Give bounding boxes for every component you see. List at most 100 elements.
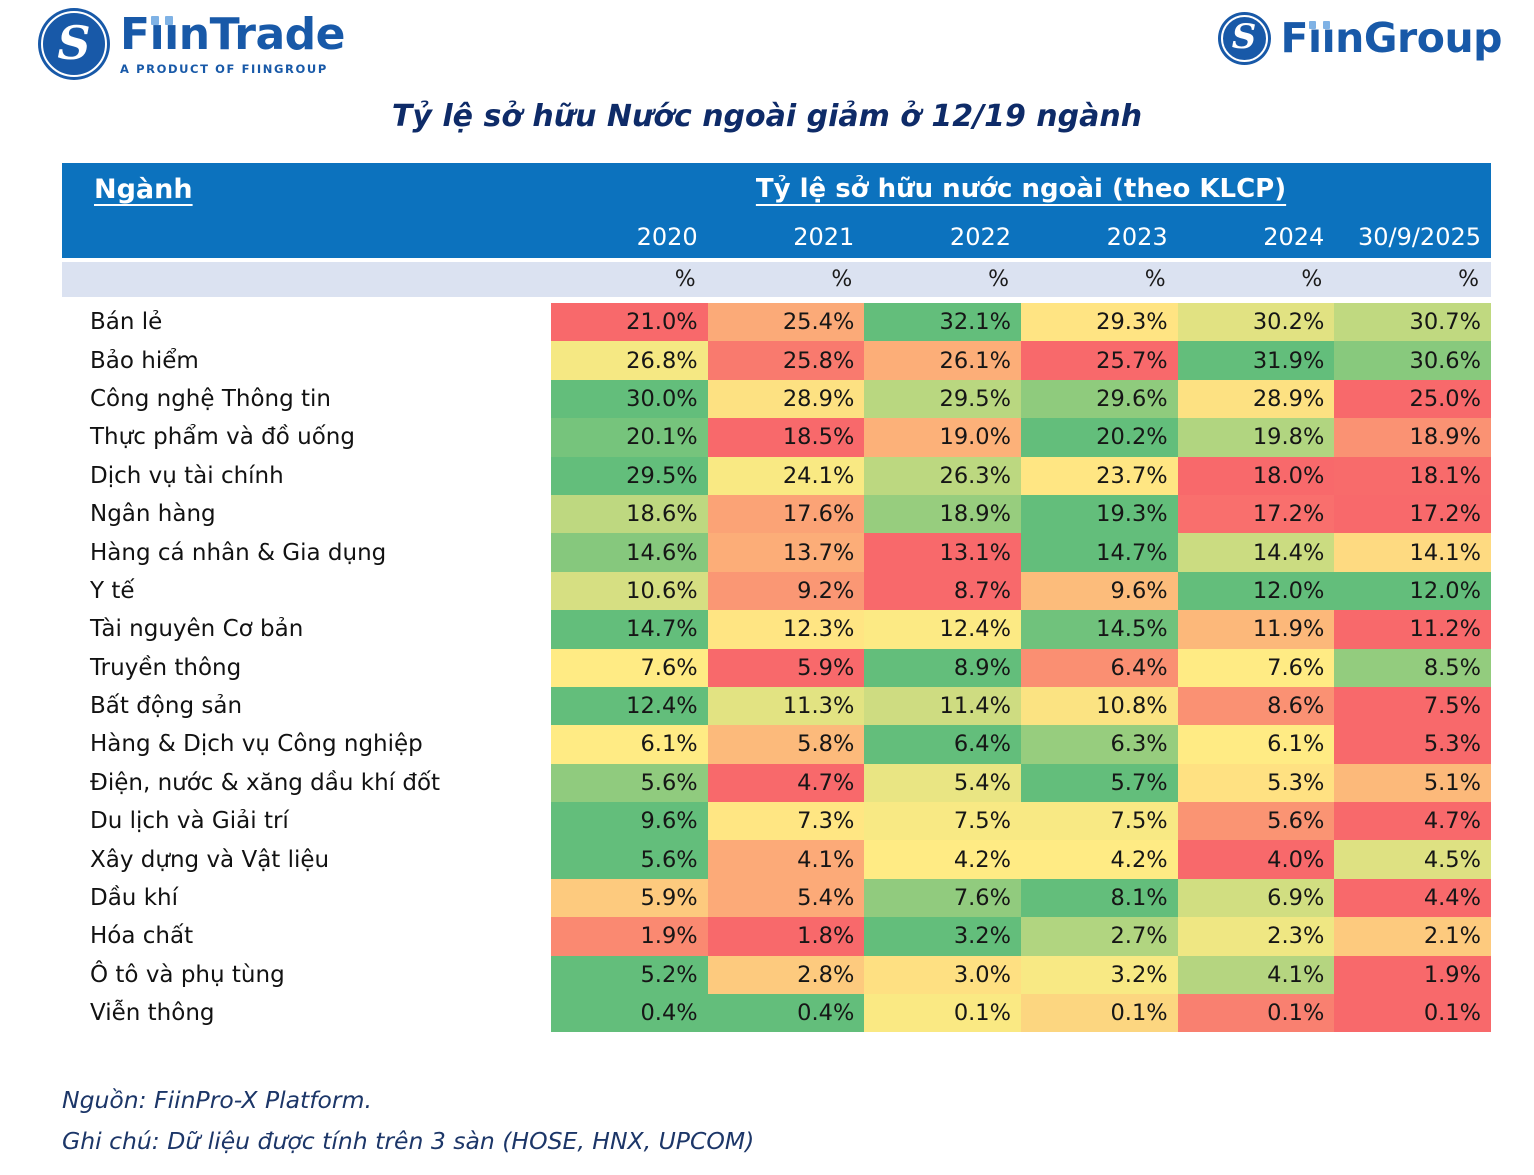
heatmap-value-cell: 1.9% [551,917,708,956]
heatmap-value-cell: 8.1% [1021,878,1178,918]
year-column-header: 2020 [636,222,698,251]
heatmap-value-cell: 9.6% [1021,571,1178,611]
heatmap-value-cell: 28.9% [1177,379,1335,419]
heatmap-value-cell: 18.9% [1334,418,1491,457]
heatmap-value-cell: 4.0% [1177,840,1335,879]
heatmap-value-cell: 12.0% [1177,571,1335,611]
heatmap-value-cell: 5.6% [551,763,708,803]
heatmap-value-cell: 7.3% [707,802,865,841]
industry-label: Y tế [62,571,551,611]
heatmap-value-cell: 4.7% [707,763,865,803]
heatmap-value-cell: 26.3% [864,456,1021,495]
heatmap-value-cell: 7.5% [1334,686,1491,726]
heatmap-value-cell: 25.8% [707,341,865,380]
industry-label: Ô tô và phụ tùng [62,955,551,995]
heatmap-value-cell: 6.4% [864,725,1021,764]
fiintrade-monogram-letter: S [57,15,91,70]
unit-cell: % [831,267,853,292]
heatmap-value-cell: 18.0% [1177,456,1335,495]
heatmap-value-cell: 5.4% [707,878,865,918]
heatmap-value-cell: 3.0% [864,955,1021,995]
heatmap-value-cell: 1.9% [1334,955,1491,995]
data-note: Ghi chú: Dữ liệu được tính trên 3 sàn (H… [62,1127,755,1155]
brand-letter-i: ı [164,9,179,61]
source-note: Nguồn: FiinPro-X Platform. [62,1086,372,1114]
industry-label: Bán lẻ [62,303,551,342]
heatmap-value-cell: 1.8% [707,917,865,956]
heatmap-value-cell: 26.1% [864,341,1021,380]
heatmap-value-cell: 5.9% [707,648,865,687]
heatmap-value-cell: 23.7% [1021,456,1178,495]
industry-row: Công nghệ Thông tin 30.0% 28.9% 29.5% 29.6% 2… [62,379,1491,419]
industry-label: Du lịch và Giải trí [62,802,551,841]
heatmap-value-cell: 0.4% [551,994,708,1033]
heatmap-value-cell: 6.1% [551,725,708,764]
heatmap-value-cell: 30.7% [1334,303,1491,342]
industry-row: Hóa chất 1.9% 1.8% 3.2% 2.7% 2.3% 2.1% [62,917,1491,956]
unit-cell: % [1458,267,1479,292]
year-column-header: 2021 [793,222,855,251]
i-dot-icon [1322,20,1330,29]
heatmap-value-cell: 30.0% [551,379,708,419]
heatmap-value-cell: 6.1% [1177,725,1335,764]
industry-label: Xây dựng và Vật liệu [62,840,551,879]
industry-column-header: Ngành [94,173,193,205]
heatmap-value-cell: 5.1% [1334,763,1491,803]
year-column-header: 2023 [1106,222,1168,251]
heatmap-value-cell: 18.6% [551,494,708,534]
industry-row: Ô tô và phụ tùng 5.2% 2.8% 3.0% 3.2% 4.1% 1.9% [62,955,1491,995]
heatmap-value-cell: 8.5% [1334,648,1491,687]
i-dot-icon [150,16,159,26]
heatmap-value-cell: 17.6% [707,494,865,534]
heatmap-value-cell: 10.8% [1021,686,1178,726]
fiingroup-monogram-letter: S [1231,17,1257,57]
industry-label: Truyền thông [62,648,551,687]
heatmap-value-cell: 25.7% [1021,341,1178,380]
footer-notes: Nguồn: FiinPro-X Platform. Ghi chú: Dữ l… [62,1080,754,1162]
heatmap-value-cell: 9.2% [707,571,865,611]
heatmap-value-cell: 3.2% [1021,955,1178,995]
heatmap-value-cell: 8.7% [864,571,1021,611]
heatmap-value-cell: 4.2% [1021,840,1178,879]
heatmap-value-cell: 0.1% [1177,994,1335,1033]
unit-cell: % [1301,267,1323,292]
heatmap-value-cell: 2.3% [1177,917,1335,956]
heatmap-value-cell: 25.0% [1334,379,1491,419]
industry-row: Truyền thông 7.6% 5.9% 8.9% 6.4% 7.6% 8.5% [62,648,1491,687]
i-dot-icon [165,16,174,26]
industry-row: Du lịch và Giải trí 9.6% 7.3% 7.5% 7.5% 5.6% 4… [62,802,1491,841]
heatmap-value-cell: 5.6% [1177,802,1335,841]
industry-row: Y tế 10.6% 9.2% 8.7% 9.6% 12.0% 12.0% [62,571,1491,611]
heatmap-value-cell: 0.1% [864,994,1021,1033]
heatmap-value-cell: 14.5% [1021,610,1178,649]
heatmap-value-cell: 13.1% [864,533,1021,572]
fiintrade-tagline: A PRODUCT OF FIINGROUP [120,61,328,76]
industry-label: Bất động sản [62,686,551,726]
heatmap-value-cell: 2.7% [1021,917,1178,956]
industry-row: Dầu khí 5.9% 5.4% 7.6% 8.1% 6.9% 4.4% [62,878,1491,918]
heatmap-value-cell: 30.2% [1177,303,1335,342]
heatmap-value-cell: 11.9% [1177,610,1335,649]
heatmap-value-cell: 0.1% [1021,994,1178,1033]
year-header-row: 2020 2021 2022 2023 2024 30/9/2025 [62,215,1491,258]
year-column-header: 2024 [1263,222,1325,251]
year-column-header: 30/9/2025 [1357,222,1481,251]
heatmap-value-cell: 29.6% [1021,379,1178,419]
heatmap-value-cell: 2.8% [707,955,865,995]
heatmap-value-cell: 5.6% [551,840,708,879]
industry-row: Bất động sản 12.4% 11.3% 11.4% 10.8% 8.6% 7.5% [62,686,1491,726]
industry-label: Tài nguyên Cơ bản [62,610,551,649]
industry-label: Dầu khí [62,878,551,918]
heatmap-value-cell: 6.9% [1177,878,1335,918]
heatmap-value-cell: 5.3% [1177,763,1335,803]
heatmap-value-cell: 10.6% [551,571,708,611]
industry-row: Tài nguyên Cơ bản 14.7% 12.3% 12.4% 14.5% 11.… [62,610,1491,649]
heatmap-value-cell: 19.8% [1177,418,1335,457]
year-column-header: 2022 [949,222,1011,251]
heatmap-value-cell: 4.1% [707,840,865,879]
brand-letter-i: ı [149,9,165,61]
industry-row: Hàng & Dịch vụ Công nghiệp 6.1% 5.8% 6.4% 6.… [62,725,1491,764]
heatmap-value-cell: 4.2% [864,840,1021,879]
